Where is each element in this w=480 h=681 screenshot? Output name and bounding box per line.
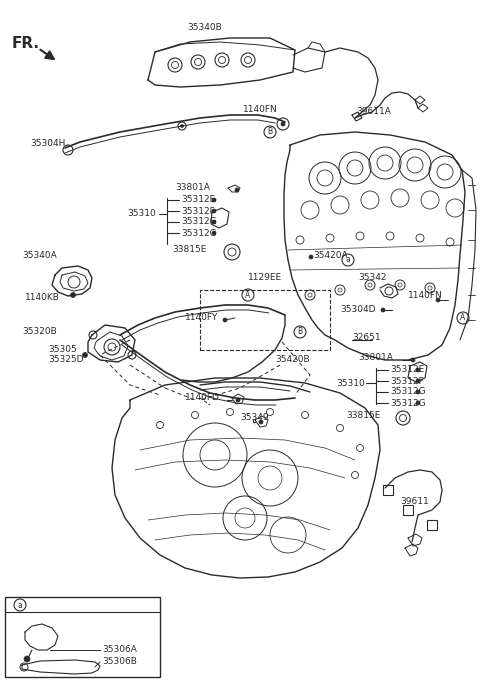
Text: 33801A: 33801A — [358, 353, 393, 362]
Text: 35342: 35342 — [358, 274, 386, 283]
Text: 35312E: 35312E — [390, 366, 424, 375]
Text: A: A — [460, 313, 466, 323]
Text: 35310: 35310 — [336, 379, 365, 387]
Circle shape — [212, 198, 216, 202]
Text: 35304D: 35304D — [340, 306, 375, 315]
Text: 32651: 32651 — [352, 334, 381, 343]
Text: 1140FD: 1140FD — [185, 394, 220, 402]
Bar — [403, 505, 413, 515]
Text: B: B — [267, 127, 273, 136]
Circle shape — [83, 353, 87, 358]
Circle shape — [212, 220, 216, 224]
Bar — [200, 290, 330, 350]
Text: 1140KB: 1140KB — [25, 294, 60, 302]
Circle shape — [24, 656, 30, 662]
Circle shape — [309, 255, 313, 259]
Circle shape — [416, 390, 420, 394]
Circle shape — [416, 368, 420, 372]
Text: 35312F: 35312F — [181, 206, 215, 215]
Bar — [383, 485, 393, 495]
Circle shape — [180, 125, 183, 127]
Bar — [5, 597, 160, 677]
Text: A: A — [245, 291, 251, 300]
Circle shape — [411, 358, 415, 362]
Circle shape — [212, 231, 216, 235]
Text: 35420B: 35420B — [275, 355, 310, 364]
Text: 35306A: 35306A — [102, 646, 137, 654]
Text: 35312G: 35312G — [390, 387, 426, 396]
Circle shape — [281, 122, 285, 126]
Circle shape — [381, 308, 385, 312]
Text: 1140FN: 1140FN — [243, 104, 278, 114]
Bar — [427, 520, 437, 530]
Text: 35312E: 35312E — [181, 195, 215, 204]
Text: 35312F: 35312F — [390, 377, 424, 385]
Text: FR.: FR. — [12, 35, 40, 50]
Text: 35340A: 35340A — [22, 251, 57, 259]
Text: 39611A: 39611A — [356, 108, 391, 116]
Text: 1140FN: 1140FN — [408, 291, 443, 300]
Text: 33815E: 33815E — [346, 411, 380, 420]
Circle shape — [259, 420, 263, 424]
Text: 35310: 35310 — [127, 210, 156, 219]
Text: 35320B: 35320B — [22, 328, 57, 336]
Circle shape — [235, 188, 239, 192]
Circle shape — [436, 298, 440, 302]
Text: 35325D: 35325D — [48, 355, 84, 364]
Text: 35305: 35305 — [48, 345, 77, 355]
Text: a: a — [18, 601, 23, 609]
Circle shape — [212, 209, 216, 213]
Text: 35306B: 35306B — [102, 657, 137, 667]
Circle shape — [416, 379, 420, 383]
Text: 1129EE: 1129EE — [248, 274, 282, 283]
Text: 35304H: 35304H — [30, 138, 65, 148]
Circle shape — [223, 318, 227, 322]
Text: 35312G: 35312G — [181, 217, 216, 227]
Text: B: B — [298, 328, 302, 336]
Text: 35312G: 35312G — [390, 398, 426, 407]
Text: a: a — [346, 255, 350, 264]
Text: 33815E: 33815E — [172, 245, 206, 255]
Text: 35312G: 35312G — [181, 229, 216, 238]
Circle shape — [236, 398, 240, 402]
Text: 1140FY: 1140FY — [185, 313, 218, 323]
Text: 35349: 35349 — [240, 413, 269, 422]
Text: 39611: 39611 — [400, 498, 429, 507]
Text: 35420A: 35420A — [313, 251, 348, 259]
Circle shape — [416, 401, 420, 405]
Text: 33801A: 33801A — [175, 183, 210, 193]
Circle shape — [71, 293, 75, 298]
Text: 35340B: 35340B — [188, 24, 222, 33]
